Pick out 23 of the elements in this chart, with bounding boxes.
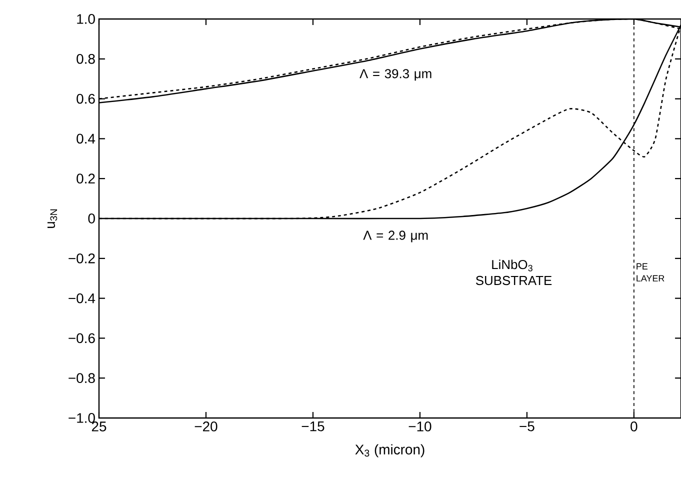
annotation: Λ = 2.9 μm (363, 230, 428, 242)
y-tick-label: −0.2 (68, 253, 95, 264)
y-tick-label: 0 (88, 214, 95, 224)
y-tick-label: −0.4 (68, 293, 96, 304)
y-tick-label: 0.6 (76, 94, 95, 104)
x-tick-label: −20 (194, 422, 218, 432)
y-tick-label: 0.2 (76, 174, 95, 184)
x-tick-label: −5 (520, 422, 534, 432)
y-tick-label: 0.4 (76, 134, 96, 144)
annotation: LiNbO$_{3}$ SUBSTRATE (476, 260, 552, 286)
y-tick-label: −0.6 (68, 333, 95, 344)
x-tick-label: −15 (302, 422, 324, 432)
y-tick-label: −0.8 (68, 373, 95, 384)
y-tick-label: −1.0 (68, 413, 95, 423)
x-tick-label: 25 (92, 422, 106, 432)
y-tick-label: 0.8 (76, 54, 95, 64)
x-axis-title: X$_{3}$ (micron) (355, 444, 424, 458)
x-tick-label: −10 (408, 422, 432, 432)
y-axis-title: u$_{3N}$ (48, 209, 58, 228)
annotation: PE LAYER (636, 263, 664, 282)
y-tick-label: 1.0 (77, 14, 95, 24)
annotation: Λ = 39.3 μm (360, 69, 432, 81)
x-tick-label: 0 (630, 422, 638, 432)
